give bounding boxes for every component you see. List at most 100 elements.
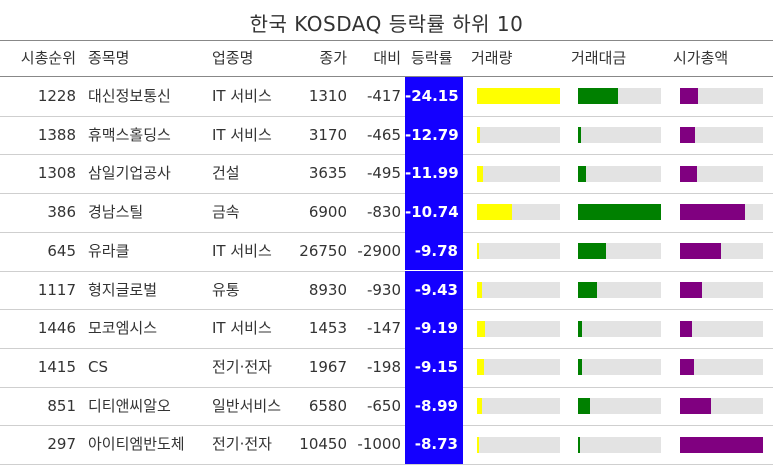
- row-divider: [0, 193, 773, 195]
- row-divider: [0, 231, 773, 233]
- volume-bar: [477, 397, 482, 414]
- rank-cell: 1308: [37, 164, 76, 183]
- row-divider: [0, 154, 773, 156]
- pct-cell: -12.79: [405, 125, 459, 144]
- amount-bar: [578, 436, 580, 453]
- pct-cell: -9.43: [414, 280, 458, 299]
- name-cell: 유라클: [88, 241, 130, 260]
- amount-bar: [578, 88, 618, 105]
- amount-bar-track: [578, 204, 661, 221]
- amount-bar-track: [578, 281, 661, 298]
- row-divider: [0, 309, 773, 311]
- name-cell: CS: [88, 357, 108, 376]
- row-divider: [0, 347, 773, 349]
- amount-bar: [578, 127, 582, 144]
- volume-bar-track: [477, 281, 560, 298]
- mcap-bar-track: [680, 436, 763, 453]
- row-divider: [0, 386, 773, 388]
- mcap-bar-track: [680, 204, 763, 221]
- pct-cell: -9.19: [414, 319, 458, 338]
- change-cell: -830: [366, 203, 401, 222]
- sector-cell: 건설: [212, 164, 240, 183]
- row-divider: [0, 270, 773, 272]
- amount-bar: [578, 320, 583, 337]
- mcap-bar-track: [680, 243, 763, 260]
- amount-bar-track: [578, 243, 661, 260]
- close-cell: 6580: [308, 396, 347, 415]
- mcap-bar: [680, 359, 695, 376]
- volume-bar-track: [477, 165, 560, 182]
- pct-cell-bg: [405, 270, 463, 310]
- volume-bar-track: [477, 397, 560, 414]
- volume-bar: [477, 88, 560, 105]
- amount-bar-track: [578, 127, 661, 144]
- amount-bar: [578, 165, 587, 182]
- header-rank: 시총순위: [20, 49, 76, 67]
- volume-bar: [477, 320, 486, 337]
- rank-cell: 1446: [37, 319, 76, 338]
- row-divider: [0, 115, 773, 117]
- rank-cell: 1388: [37, 125, 76, 144]
- change-cell: -650: [366, 396, 401, 415]
- change-cell: -1000: [357, 435, 401, 454]
- mcap-bar: [680, 436, 763, 453]
- row-divider: [0, 464, 773, 465]
- volume-bar-track: [477, 127, 560, 144]
- volume-bar: [477, 359, 485, 376]
- pct-cell: -24.15: [405, 87, 459, 105]
- header-name: 종목명: [88, 49, 130, 67]
- mcap-bar-track: [680, 165, 763, 182]
- sector-cell: 금속: [212, 203, 240, 222]
- row-divider: [0, 425, 773, 427]
- sector-cell: IT 서비스: [212, 319, 272, 338]
- sector-cell: IT 서비스: [212, 87, 272, 105]
- amount-bar: [578, 204, 661, 221]
- pct-cell-bg: [405, 193, 463, 232]
- rank-cell: 851: [47, 396, 76, 415]
- mcap-bar: [680, 397, 711, 414]
- mcap-bar-track: [680, 127, 763, 144]
- mcap-bar-track: [680, 359, 763, 376]
- header-pct: 등락률: [411, 49, 453, 67]
- volume-bar: [477, 127, 481, 144]
- name-cell: 아이티엠반도체: [88, 435, 185, 454]
- sector-cell: 유통: [212, 280, 240, 299]
- name-cell: 형지글로벌: [88, 280, 158, 299]
- amount-bar-track: [578, 436, 661, 453]
- close-cell: 1453: [308, 319, 347, 338]
- mcap-bar-track: [680, 397, 763, 414]
- close-cell: 6900: [308, 203, 347, 222]
- rank-cell: 645: [47, 241, 76, 260]
- amount-bar-track: [578, 88, 661, 105]
- volume-bar-track: [477, 320, 560, 337]
- amount-bar: [578, 281, 598, 298]
- volume-bar-track: [477, 204, 560, 221]
- close-cell: 3170: [308, 125, 347, 144]
- change-cell: -2900: [357, 241, 401, 260]
- mcap-bar-track: [680, 320, 763, 337]
- rank-cell: 386: [47, 203, 76, 222]
- change-cell: -465: [366, 125, 401, 144]
- header-mcap: 시가총액: [673, 49, 729, 67]
- volume-bar-track: [477, 88, 560, 105]
- amount-bar-track: [578, 165, 661, 182]
- name-cell: 휴맥스홀딩스: [88, 125, 171, 144]
- pct-cell: -11.99: [405, 164, 459, 183]
- mcap-bar: [680, 204, 745, 221]
- amount-bar: [578, 243, 607, 260]
- sector-cell: 일반서비스: [212, 396, 282, 415]
- pct-cell-bg: [405, 347, 463, 387]
- pct-cell: -8.99: [414, 396, 458, 415]
- amount-bar: [578, 397, 590, 414]
- header-sector: 업종명: [212, 49, 254, 67]
- close-cell: 1967: [308, 357, 347, 376]
- close-cell: 10450: [299, 435, 347, 454]
- pct-cell-bg: [405, 309, 463, 348]
- mcap-bar: [680, 88, 699, 105]
- pct-cell-bg: [405, 115, 463, 155]
- change-cell: -417: [366, 87, 401, 105]
- mcap-bar: [680, 165, 697, 182]
- chart-title: 한국 KOSDAQ 등락률 하위 10: [249, 12, 524, 36]
- volume-bar-track: [477, 243, 560, 260]
- sector-cell: IT 서비스: [212, 241, 272, 260]
